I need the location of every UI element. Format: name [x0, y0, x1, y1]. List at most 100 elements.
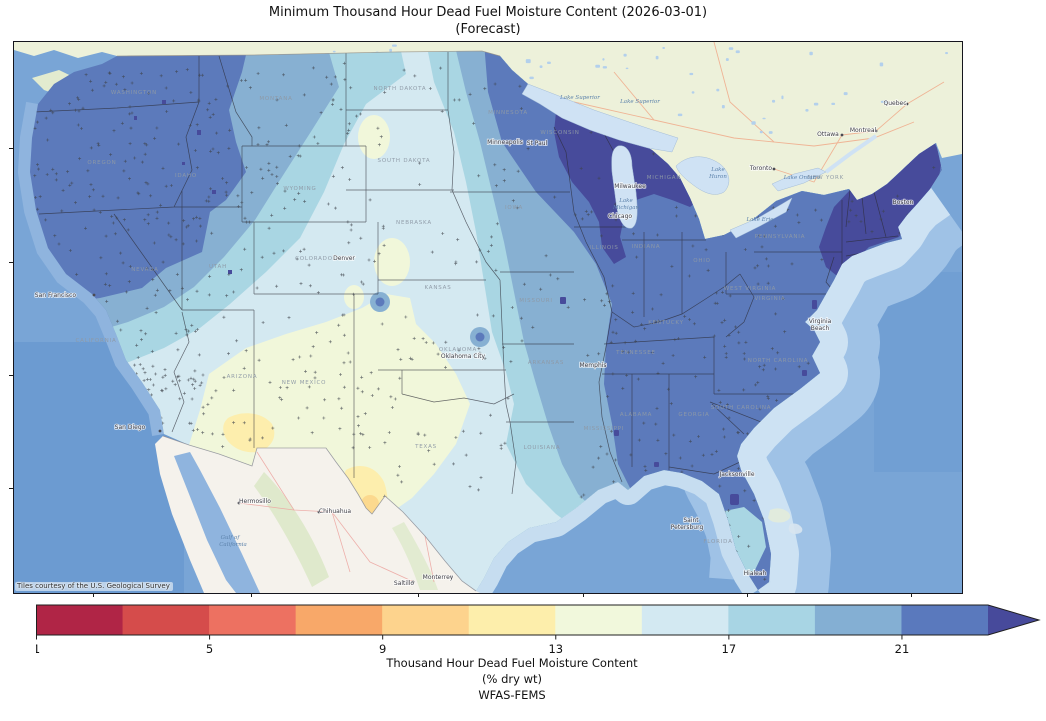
state-label: KANSAS — [424, 285, 451, 291]
us-canada-border — [116, 50, 501, 57]
colorbar-segment — [901, 605, 989, 635]
colorbar-segment — [555, 605, 643, 635]
city-label: Boston — [893, 199, 914, 206]
lake-label: Michigan — [612, 205, 640, 211]
state-label: ALABAMA — [620, 412, 652, 418]
city-dot — [874, 129, 878, 133]
lake-superior-shape — [521, 83, 679, 153]
canada-lake-speck — [389, 48, 392, 52]
city-label: Chihuahua — [319, 508, 352, 515]
canada-lake-speck — [716, 88, 720, 92]
state-label: MICHIGAN — [647, 175, 682, 181]
state-label: WASHINGTON — [111, 90, 157, 96]
city-label: Ottawa — [817, 131, 839, 138]
yellow-patch-arizona — [223, 413, 275, 453]
band-13-15 — [189, 294, 470, 512]
city-dot — [905, 102, 909, 106]
state-label: MISSOURI — [519, 298, 553, 304]
state-label: OHIO — [693, 258, 711, 264]
colorbar-outline — [36, 604, 1041, 636]
state-label: OKLAHOMA — [439, 347, 477, 353]
state-label: NEBRASKA — [396, 220, 432, 226]
canada-lake-speck — [625, 67, 629, 70]
canada-lake-speck — [595, 64, 600, 68]
city-label: Denver — [333, 255, 355, 262]
canada-lake-speck — [751, 121, 756, 125]
bahamas-bank-2 — [788, 523, 803, 534]
city-label: Toronto — [749, 165, 772, 172]
colorbar-segment — [468, 605, 556, 635]
city-label: Milwaukee — [614, 183, 646, 190]
city-dot — [909, 200, 913, 204]
colorbar-tick-label: 13 — [548, 642, 563, 656]
state-label: UTAH — [209, 264, 227, 270]
city-label: Hermosillo — [239, 498, 271, 505]
city-dot — [449, 575, 453, 579]
colorbar-tick-label: 21 — [895, 642, 910, 656]
lake-label: Lake — [618, 198, 633, 204]
lake-erie-shape — [729, 197, 793, 239]
state-label: GEORGIA — [678, 412, 709, 418]
purple-region-new-england — [819, 142, 942, 280]
map-x-tick — [911, 593, 912, 597]
city-label: Quebec — [883, 100, 906, 107]
wet-spot-oklahoma — [470, 327, 490, 347]
canada-lake-speck — [689, 72, 694, 76]
state-label: NEVADA — [131, 267, 158, 273]
city-dot — [840, 133, 844, 137]
city-label: San Diego — [115, 424, 146, 431]
state-label: TEXAS — [414, 444, 437, 450]
city-dot — [772, 167, 776, 171]
canada-lake-speck — [677, 113, 683, 117]
us-mexico-border — [162, 435, 477, 592]
city-label: Monterrey — [423, 574, 454, 581]
state-label: TENNESSEE — [615, 350, 656, 356]
state-label: INDIANA — [632, 244, 661, 250]
map-x-tick — [747, 593, 748, 597]
map-x-tick — [251, 593, 252, 597]
canada-lake-speck — [721, 105, 725, 109]
canada-lake-speck — [655, 55, 659, 60]
city-labels: San Francisco San Diego Hermosillo Chihuahu… — [34, 99, 914, 588]
canada-lake-speck — [525, 59, 531, 64]
state-label: IDAHO — [175, 173, 197, 179]
state-label: ARKANSAS — [528, 360, 564, 366]
colorbar-segment — [209, 605, 297, 635]
state-label: NEW YORK — [808, 175, 844, 181]
state-label: CALIFORNIA — [75, 338, 116, 344]
colorbar-tick-label: 1 — [36, 642, 40, 656]
city-dot — [317, 510, 321, 514]
canada-lake-speck — [691, 91, 695, 94]
colorbar-segment — [728, 605, 816, 635]
map-svg: WASHINGTON OREGON IDAHO MONTANA WYOMING NORTH… — [14, 42, 962, 593]
canada-lake-speck — [805, 109, 809, 112]
state-label: MISSISSIPPI — [584, 426, 625, 432]
canada-lake-speck — [809, 51, 813, 56]
canada-lake-speck — [529, 76, 534, 80]
figure-title-line2: (Forecast) — [455, 22, 521, 37]
city-dot — [411, 580, 415, 584]
map-x-tick — [93, 593, 94, 597]
colorbar-tick-label: 17 — [722, 642, 737, 656]
lake-label: Huron — [708, 174, 727, 180]
canada-lake-speck — [728, 47, 734, 50]
lake-label: California — [219, 542, 247, 548]
state-label: OREGON — [87, 160, 116, 166]
colorbar-segment — [295, 605, 383, 635]
map-y-tick — [9, 375, 13, 376]
canada-roads — [573, 42, 945, 183]
state-label: NEW MEXICO — [282, 380, 327, 386]
city-label: St Paul — [527, 140, 548, 147]
bahamas-bank — [768, 508, 791, 523]
colorbar-segment — [36, 605, 124, 635]
canada-lake-speck — [880, 100, 886, 103]
state-label: ARIZONA — [227, 374, 258, 380]
pale-patch-dakotas — [358, 115, 390, 159]
lake-label: Lake — [710, 167, 725, 173]
canada-lake-speck — [735, 50, 740, 54]
city-label: Saltillo — [394, 580, 415, 587]
map-y-tick — [9, 488, 13, 489]
map-canvas: WASHINGTON OREGON IDAHO MONTANA WYOMING NORTH… — [13, 41, 963, 594]
